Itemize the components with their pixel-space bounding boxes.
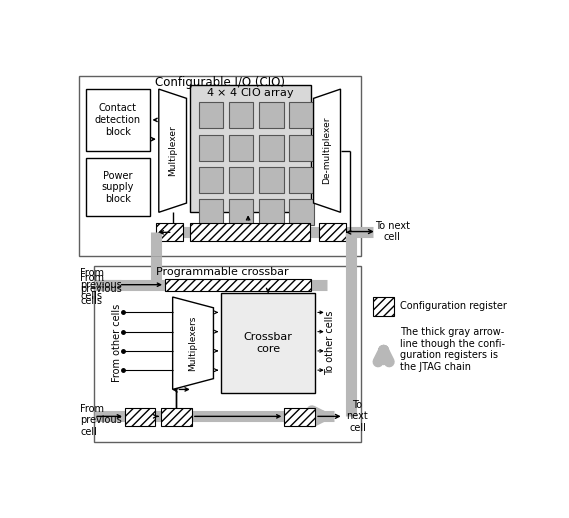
- Bar: [289, 102, 314, 128]
- Bar: [229, 167, 254, 193]
- Polygon shape: [314, 89, 340, 212]
- Text: Programmable crossbar: Programmable crossbar: [156, 267, 289, 277]
- Text: De-multiplexer: De-multiplexer: [323, 117, 332, 184]
- Bar: [259, 167, 283, 193]
- Bar: [199, 102, 224, 128]
- Text: 4 $\times$ 4 CIO array: 4 $\times$ 4 CIO array: [206, 86, 295, 100]
- Bar: [229, 199, 254, 225]
- Text: Power
supply
block: Power supply block: [101, 171, 134, 204]
- Bar: [259, 102, 283, 128]
- Bar: [289, 167, 314, 193]
- Bar: [319, 223, 346, 241]
- Bar: [259, 199, 283, 225]
- Bar: [86, 89, 150, 151]
- Text: To
next
cell: To next cell: [347, 400, 368, 433]
- Text: Configurable I/O (CIO): Configurable I/O (CIO): [155, 77, 285, 90]
- Bar: [259, 135, 283, 161]
- Bar: [94, 266, 361, 442]
- Polygon shape: [172, 297, 213, 390]
- Text: To other cells: To other cells: [325, 311, 336, 376]
- Bar: [199, 199, 224, 225]
- Text: Multiplexers: Multiplexers: [188, 315, 197, 371]
- Bar: [199, 167, 224, 193]
- Text: From
previous
cells: From previous cells: [80, 272, 122, 306]
- Text: From
previous
cell: From previous cell: [80, 404, 122, 437]
- Bar: [79, 76, 361, 256]
- Bar: [229, 102, 254, 128]
- Bar: [161, 408, 192, 426]
- Bar: [373, 297, 394, 316]
- Polygon shape: [159, 89, 187, 212]
- Bar: [86, 159, 150, 216]
- Bar: [156, 223, 183, 241]
- Text: From other cells: From other cells: [112, 304, 122, 382]
- Bar: [189, 85, 311, 212]
- Bar: [189, 223, 310, 241]
- Bar: [229, 135, 254, 161]
- Text: The thick gray arrow-
line though the confi-
guration registers is
the JTAG chai: The thick gray arrow- line though the co…: [400, 327, 505, 372]
- Text: Crossbar
core: Crossbar core: [244, 333, 292, 354]
- Text: To next
cell: To next cell: [374, 221, 410, 242]
- Bar: [289, 135, 314, 161]
- Bar: [165, 279, 311, 291]
- Text: Contact
detection
block: Contact detection block: [94, 103, 141, 137]
- Bar: [125, 408, 155, 426]
- Bar: [284, 408, 315, 426]
- Text: Configuration register: Configuration register: [400, 301, 506, 311]
- Bar: [199, 135, 224, 161]
- Text: Multiplexer: Multiplexer: [168, 125, 177, 176]
- Bar: [289, 199, 314, 225]
- Bar: [221, 293, 315, 393]
- Text: From
previous
cells: From previous cells: [80, 268, 122, 301]
